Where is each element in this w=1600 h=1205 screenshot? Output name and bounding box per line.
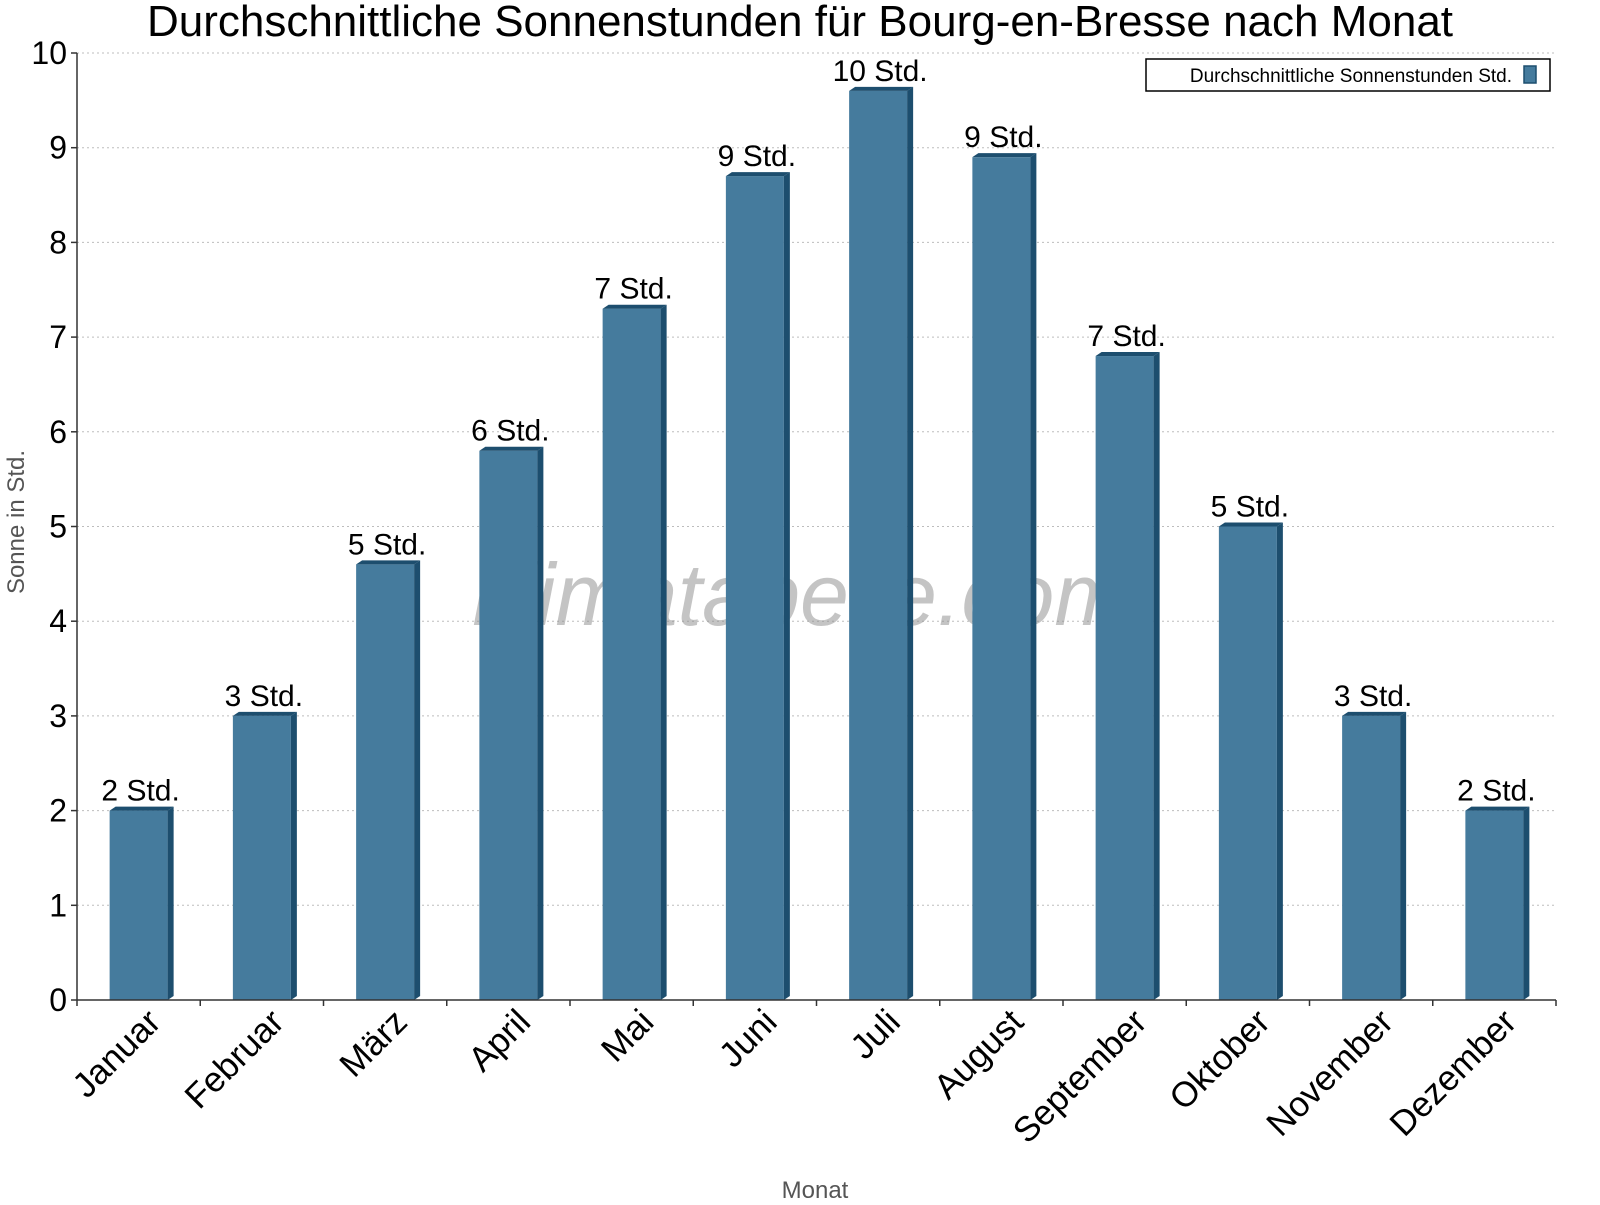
x-tick-label: Juni xyxy=(712,1002,785,1075)
x-tick-label: Juli xyxy=(843,1002,908,1067)
bar-face xyxy=(479,450,538,1000)
y-tick-label: 6 xyxy=(49,414,67,450)
x-tick-label: August xyxy=(926,1002,1031,1107)
y-tick-label: 1 xyxy=(49,887,67,923)
bar-side xyxy=(783,172,790,1001)
bar-face xyxy=(1342,715,1401,1000)
y-tick-label: 5 xyxy=(49,509,67,545)
bar-side xyxy=(907,86,914,1000)
bar-april xyxy=(479,446,544,1000)
bar-face xyxy=(1218,526,1277,1000)
bar-face xyxy=(356,564,415,1000)
bar-januar xyxy=(109,806,174,1000)
y-tick-label: 2 xyxy=(49,793,67,829)
data-label: 5 Std. xyxy=(348,528,426,561)
x-tick-label: März xyxy=(332,1002,415,1085)
bar-top xyxy=(1465,806,1530,811)
x-tick-label: Januar xyxy=(65,1002,168,1105)
bar-top xyxy=(479,446,544,451)
chart-title: Durchschnittliche Sonnenstunden für Bour… xyxy=(147,0,1453,46)
y-tick-label: 3 xyxy=(49,698,67,734)
legend-label: Durchschnittliche Sonnenstunden Std. xyxy=(1190,66,1512,87)
x-tick-labels: Januar Februar März April Mai Juni Juli AugustS… xyxy=(65,1002,1524,1151)
bar-side xyxy=(414,560,421,1000)
x-tick-label: September xyxy=(1006,1002,1155,1151)
legend-box xyxy=(1145,58,1551,92)
bar-side xyxy=(537,446,544,1000)
data-label: 9 Std. xyxy=(718,140,796,173)
x-tick-label: Oktober xyxy=(1162,1002,1278,1118)
data-labels: 2 Std. 3 Std. 5 Std. 6 Std. 7 Std. 9 Std. 10 S… xyxy=(101,55,1535,808)
y-tick-label: 4 xyxy=(49,603,67,639)
legend: Durchschnittliche Sonnenstunden Std. xyxy=(1145,58,1551,92)
x-tick-label: Dezember xyxy=(1382,1002,1524,1144)
bar-juni xyxy=(725,172,790,1001)
bar-top xyxy=(1095,352,1160,357)
x-tick-label: Februar xyxy=(177,1002,291,1116)
x-tick-label: April xyxy=(461,1002,538,1079)
bar-face xyxy=(1095,356,1154,1000)
bar-face xyxy=(232,715,291,1000)
data-label: 5 Std. xyxy=(1211,491,1289,524)
data-label: 2 Std. xyxy=(1457,775,1535,808)
bar-top xyxy=(109,806,174,811)
bar-juli xyxy=(849,86,914,1000)
data-label: 10 Std. xyxy=(833,55,928,88)
bar-mai xyxy=(602,304,667,1000)
bar-top xyxy=(356,560,421,565)
bar-top xyxy=(1218,522,1283,527)
bar-dezember xyxy=(1465,806,1530,1000)
bar-face xyxy=(849,90,908,1000)
y-tick-label: 9 xyxy=(49,130,67,166)
axes xyxy=(71,52,1557,1006)
bar-top xyxy=(232,711,297,716)
x-tick-label: November xyxy=(1259,1002,1401,1144)
bar-side xyxy=(167,806,174,1000)
bar-side xyxy=(660,304,667,1000)
bar-side xyxy=(1153,352,1160,1000)
bar-september xyxy=(1095,352,1160,1000)
legend-swatch xyxy=(1523,65,1537,84)
bar-side xyxy=(290,711,297,1000)
bar-top xyxy=(972,153,1037,158)
y-tick-labels: 0 1 2 3 4 5 6 7 8 9 10 xyxy=(31,35,67,1018)
y-tick-label: 8 xyxy=(49,224,67,260)
bar-face xyxy=(972,157,1031,1001)
bar-face xyxy=(1465,810,1524,1000)
bar-face xyxy=(725,176,784,1001)
data-label: 3 Std. xyxy=(1334,680,1412,713)
y-axis-title: Sonne in Std. xyxy=(3,450,30,594)
x-axis-title: Monat xyxy=(782,1177,849,1200)
data-label: 6 Std. xyxy=(471,415,549,448)
bar-top xyxy=(725,172,790,177)
y-tick-label: 7 xyxy=(49,319,67,355)
bar-side xyxy=(1523,806,1530,1000)
bar-november xyxy=(1342,711,1407,1000)
y-tick-label: 10 xyxy=(31,35,67,71)
bar-august xyxy=(972,153,1037,1001)
data-label: 9 Std. xyxy=(964,121,1042,154)
bar-oktober xyxy=(1218,522,1283,1000)
bar-side xyxy=(1276,522,1283,1000)
y-tick-label: 0 xyxy=(49,982,67,1018)
bar-top xyxy=(1342,711,1407,716)
bar-februar xyxy=(232,711,297,1000)
bar-face xyxy=(109,810,168,1000)
x-tick-label: Mai xyxy=(594,1002,661,1069)
data-label: 3 Std. xyxy=(225,680,303,713)
bar-side xyxy=(1030,153,1037,1001)
bar-face xyxy=(602,308,661,1000)
data-label: 2 Std. xyxy=(101,775,179,808)
bars xyxy=(109,86,1530,1001)
data-label: 7 Std. xyxy=(1087,320,1165,353)
data-label: 7 Std. xyxy=(594,273,672,306)
bar-side xyxy=(1400,711,1407,1000)
grid-lines xyxy=(77,52,1556,906)
bar-märz xyxy=(356,560,421,1000)
bar-top xyxy=(602,304,667,309)
bar-top xyxy=(849,86,914,91)
